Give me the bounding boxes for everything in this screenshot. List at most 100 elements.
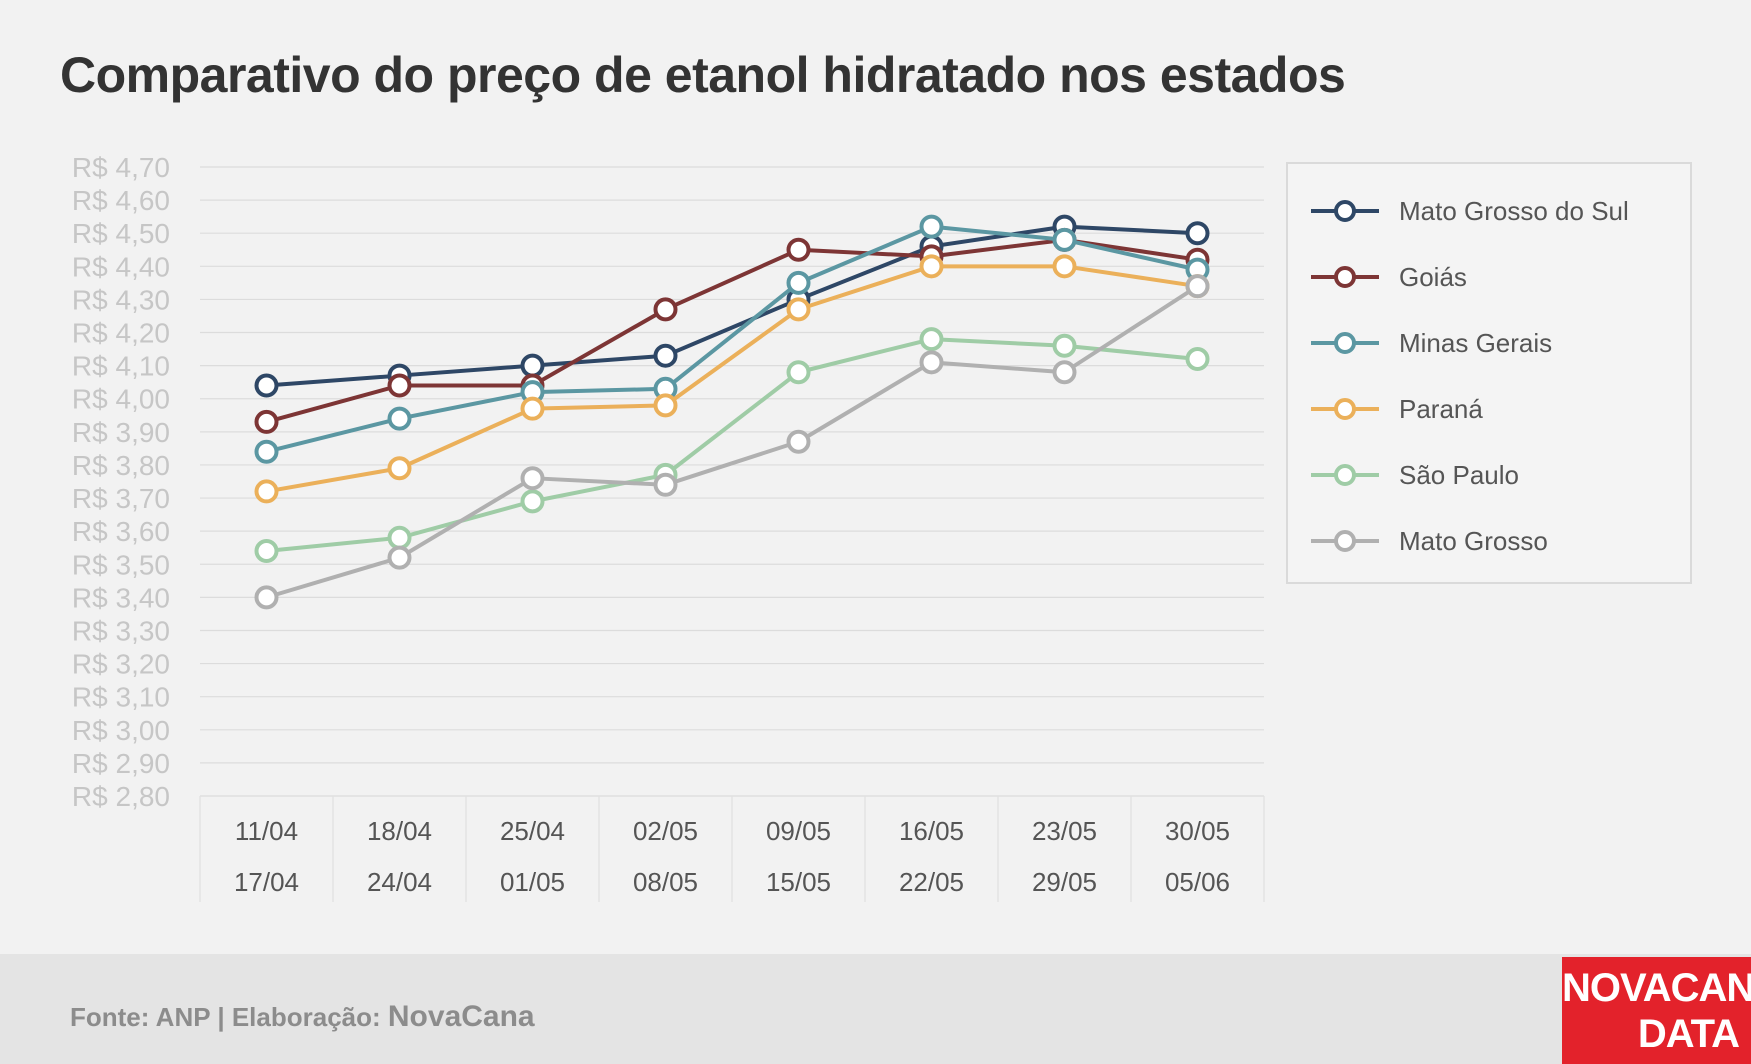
y-tick-label: R$ 4,50 [72, 218, 170, 249]
y-tick-label: R$ 3,50 [72, 549, 170, 580]
chart-title: Comparativo do preço de etanol hidratado… [60, 47, 1346, 103]
x-tick-label-start: 25/04 [500, 816, 565, 846]
data-point [254, 409, 279, 434]
data-point [786, 297, 811, 322]
x-tick-label-end: 17/04 [234, 867, 299, 897]
data-point [653, 393, 678, 418]
source-prefix: Fonte: ANP | Elaboração: [70, 1002, 388, 1032]
legend-label: Minas Gerais [1399, 328, 1552, 358]
data-point [254, 585, 279, 610]
data-point [254, 479, 279, 504]
legend-swatch-marker [1334, 398, 1356, 420]
y-tick-label: R$ 4,30 [72, 284, 170, 315]
legend-label: São Paulo [1399, 460, 1519, 490]
data-point [653, 297, 678, 322]
x-tick-label-start: 16/05 [899, 816, 964, 846]
legend-item: Paraná [1311, 394, 1483, 424]
legend-label: Goiás [1399, 262, 1467, 292]
y-tick-label: R$ 4,40 [72, 251, 170, 282]
data-point [1052, 254, 1077, 279]
legend-label: Mato Grosso do Sul [1399, 196, 1629, 226]
y-tick-label: R$ 4,20 [72, 318, 170, 349]
y-tick-label: R$ 4,70 [72, 152, 170, 183]
x-tick-label-start: 11/04 [235, 816, 298, 846]
y-tick-label: R$ 3,10 [72, 682, 170, 713]
x-tick-label-start: 23/05 [1032, 816, 1097, 846]
y-tick-label: R$ 3,80 [72, 450, 170, 481]
data-point [520, 396, 545, 421]
y-tick-label: R$ 4,60 [72, 185, 170, 216]
x-tick-label-end: 08/05 [633, 867, 698, 897]
footer-bar [0, 954, 1751, 1064]
x-tick-label-end: 29/05 [1032, 867, 1097, 897]
data-point [653, 472, 678, 497]
data-point [919, 254, 944, 279]
data-point [387, 545, 412, 570]
data-point [919, 350, 944, 375]
data-point [520, 353, 545, 378]
data-point [919, 327, 944, 352]
x-tick-label-end: 05/06 [1165, 867, 1230, 897]
x-tick-label-start: 09/05 [766, 816, 831, 846]
legend-swatch-marker [1334, 200, 1356, 222]
data-point [1052, 227, 1077, 252]
x-axis-categories: 11/04 17/04 18/04 24/04 25/04 01/05 02/05 08/05… [199, 796, 1265, 902]
y-tick-label: R$ 3,40 [72, 582, 170, 613]
legend-swatch-marker [1334, 464, 1356, 486]
grid-lines [200, 166, 1264, 797]
legend-label: Mato Grosso [1399, 526, 1548, 556]
y-tick-label: R$ 3,30 [72, 615, 170, 646]
x-tick-label-end: 24/04 [367, 867, 432, 897]
y-tick-label: R$ 3,70 [72, 483, 170, 514]
source-brand: NovaCana [387, 1000, 535, 1033]
legend-swatch-marker [1334, 530, 1356, 552]
series-line [266, 224, 1198, 454]
legend-label: Paraná [1399, 394, 1483, 424]
legend-swatch-marker [1334, 332, 1356, 354]
legend: Mato Grosso do Sul Goiás Minas Gerais Paran… [1286, 162, 1692, 584]
logo-line-2: DATA [1637, 1012, 1740, 1056]
source-credit: Fonte: ANP | Elaboração: NovaCana [70, 1000, 535, 1034]
logo-line-1: NOVACANA [1562, 966, 1751, 1010]
legend-box [1286, 162, 1692, 584]
y-tick-label: R$ 4,00 [72, 384, 170, 415]
data-point [653, 343, 678, 368]
data-point [520, 466, 545, 491]
data-point [387, 525, 412, 550]
x-tick-label-end: 01/05 [500, 867, 565, 897]
data-point [786, 237, 811, 262]
y-tick-label: R$ 3,20 [72, 649, 170, 680]
legend-item: Minas Gerais [1311, 328, 1552, 358]
y-tick-label: R$ 3,00 [72, 715, 170, 746]
data-point [786, 270, 811, 295]
legend-item: São Paulo [1311, 460, 1519, 490]
legend-item: Goiás [1311, 262, 1467, 292]
data-point [254, 373, 279, 398]
x-tick-label-start: 02/05 [633, 816, 698, 846]
x-tick-label-end: 15/05 [766, 867, 831, 897]
y-axis-ticks: R$ 2,80R$ 2,90R$ 3,00R$ 3,10R$ 3,20R$ 3,… [72, 152, 170, 812]
series-mato-grosso [254, 274, 1210, 610]
y-tick-label: R$ 4,10 [72, 351, 170, 382]
data-point [1185, 347, 1210, 372]
x-tick-label-end: 22/05 [899, 867, 964, 897]
data-point [387, 406, 412, 431]
series-line [265, 237, 1198, 424]
series-lines [254, 214, 1210, 610]
novacana-data-logo: NOVACANA DATA [1562, 957, 1751, 1064]
data-point [520, 489, 545, 514]
data-point [254, 439, 279, 464]
legend-item: Mato Grosso do Sul [1311, 196, 1629, 226]
series-line [266, 224, 1198, 388]
data-point [387, 456, 412, 481]
y-tick-label: R$ 2,80 [72, 781, 170, 812]
data-point [919, 214, 944, 239]
y-tick-label: R$ 3,60 [72, 516, 170, 547]
series-line [265, 284, 1199, 600]
series-line [266, 337, 1198, 554]
data-point [786, 360, 811, 385]
data-point [1052, 333, 1077, 358]
data-point [254, 539, 279, 564]
line-chart: R$ 2,80R$ 2,90R$ 3,00R$ 3,10R$ 3,20R$ 3,… [72, 152, 1692, 902]
legend-item: Mato Grosso [1311, 526, 1548, 556]
